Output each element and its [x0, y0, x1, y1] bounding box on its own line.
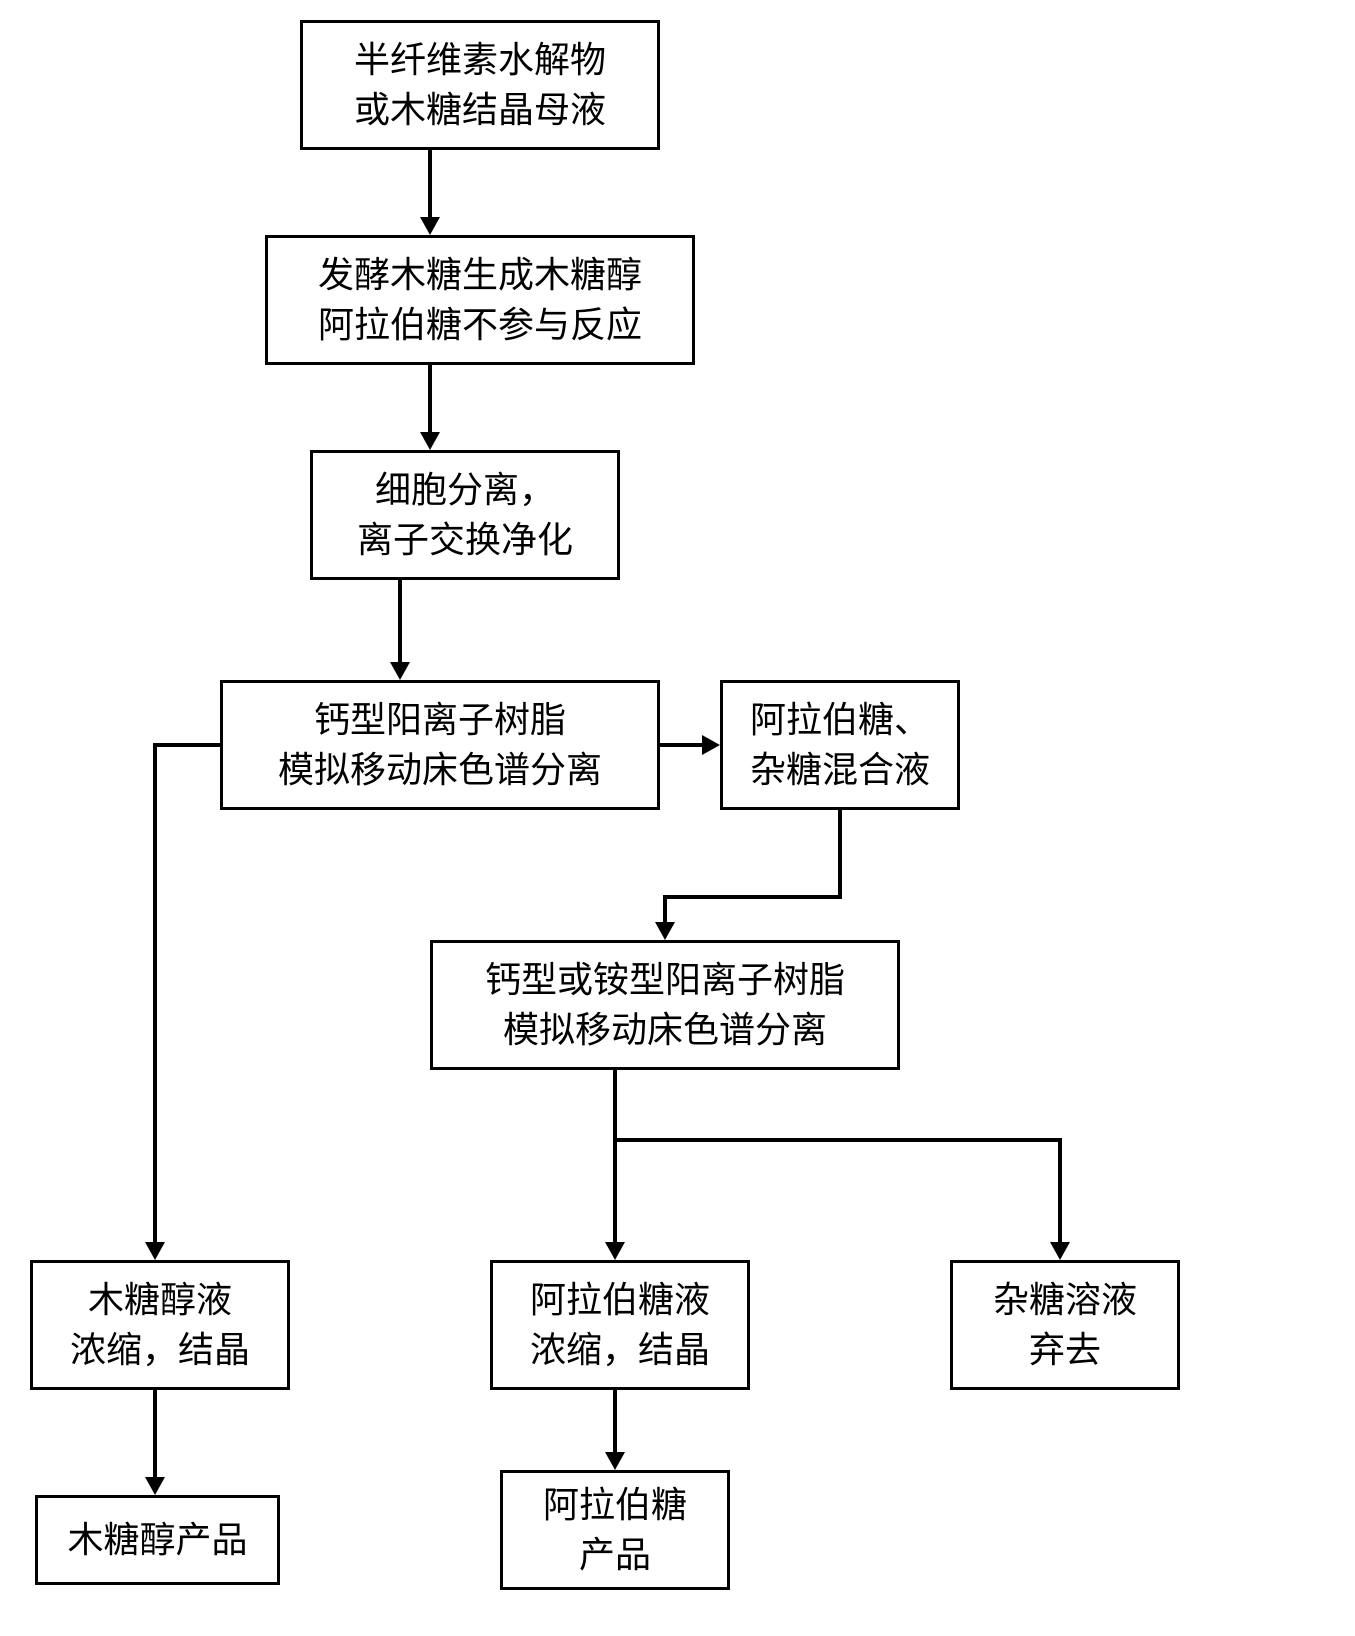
node-text: 阿拉伯糖液: [530, 1275, 710, 1325]
arrow-down-icon: [145, 1242, 165, 1260]
node-xylitol-product: 木糖醇产品: [35, 1495, 280, 1585]
node-text: 杂糖混合液: [750, 745, 930, 795]
edge-line: [663, 895, 667, 922]
node-text: 浓缩，结晶: [70, 1325, 250, 1375]
node-fermentation: 发酵木糖生成木糖醇 阿拉伯糖不参与反应: [265, 235, 695, 365]
edge-line: [398, 580, 402, 662]
node-text: 半纤维素水解物: [354, 35, 606, 85]
node-text: 弃去: [1029, 1325, 1101, 1375]
arrow-down-icon: [390, 662, 410, 680]
arrow-down-icon: [605, 1242, 625, 1260]
node-text: 浓缩，结晶: [530, 1325, 710, 1375]
node-text: 产品: [579, 1530, 651, 1580]
node-discard: 杂糖溶液 弃去: [950, 1260, 1180, 1390]
node-text: 或木糖结晶母液: [354, 85, 606, 135]
edge-line: [613, 1138, 1062, 1142]
node-text: 钙型阳离子树脂: [314, 695, 566, 745]
node-ca-nh-resin: 钙型或铵型阳离子树脂 模拟移动床色谱分离: [430, 940, 900, 1070]
edge-line: [660, 743, 702, 747]
node-text: 模拟移动床色谱分离: [503, 1005, 827, 1055]
node-text: 木糖醇液: [88, 1275, 232, 1325]
node-xylitol-liquid: 木糖醇液 浓缩，结晶: [30, 1260, 290, 1390]
edge-line: [428, 365, 432, 432]
node-text: 离子交换净化: [357, 515, 573, 565]
edge-line: [613, 1070, 617, 1242]
edge-line: [838, 810, 842, 898]
node-text: 阿拉伯糖不参与反应: [318, 300, 642, 350]
flowchart-container: 半纤维素水解物 或木糖结晶母液 发酵木糖生成木糖醇 阿拉伯糖不参与反应 细胞分离…: [0, 0, 1355, 1636]
node-text: 杂糖溶液: [993, 1275, 1137, 1325]
edge-line: [613, 1390, 617, 1452]
node-text: 细胞分离，: [375, 465, 555, 515]
node-text: 阿拉伯糖: [543, 1480, 687, 1530]
arrow-down-icon: [655, 922, 675, 940]
arrow-right-icon: [702, 735, 720, 755]
node-cell-separation: 细胞分离， 离子交换净化: [310, 450, 620, 580]
node-text: 模拟移动床色谱分离: [278, 745, 602, 795]
node-arabinose-product: 阿拉伯糖 产品: [500, 1470, 730, 1590]
edge-line: [153, 743, 157, 1242]
edge-line: [1058, 1138, 1062, 1242]
edge-line: [428, 150, 432, 217]
arrow-down-icon: [420, 432, 440, 450]
node-arabinose-mix: 阿拉伯糖、 杂糖混合液: [720, 680, 960, 810]
edge-line: [663, 895, 842, 899]
node-arabinose-liquid: 阿拉伯糖液 浓缩，结晶: [490, 1260, 750, 1390]
node-text: 阿拉伯糖、: [750, 695, 930, 745]
arrow-down-icon: [145, 1477, 165, 1495]
node-text: 发酵木糖生成木糖醇: [318, 250, 642, 300]
node-text: 钙型或铵型阳离子树脂: [485, 955, 845, 1005]
arrow-down-icon: [420, 217, 440, 235]
node-text: 木糖醇产品: [67, 1515, 247, 1565]
edge-line: [153, 1390, 157, 1477]
arrow-down-icon: [1050, 1242, 1070, 1260]
node-ca-resin: 钙型阳离子树脂 模拟移动床色谱分离: [220, 680, 660, 810]
edge-line: [153, 743, 220, 747]
arrow-down-icon: [605, 1452, 625, 1470]
node-input: 半纤维素水解物 或木糖结晶母液: [300, 20, 660, 150]
